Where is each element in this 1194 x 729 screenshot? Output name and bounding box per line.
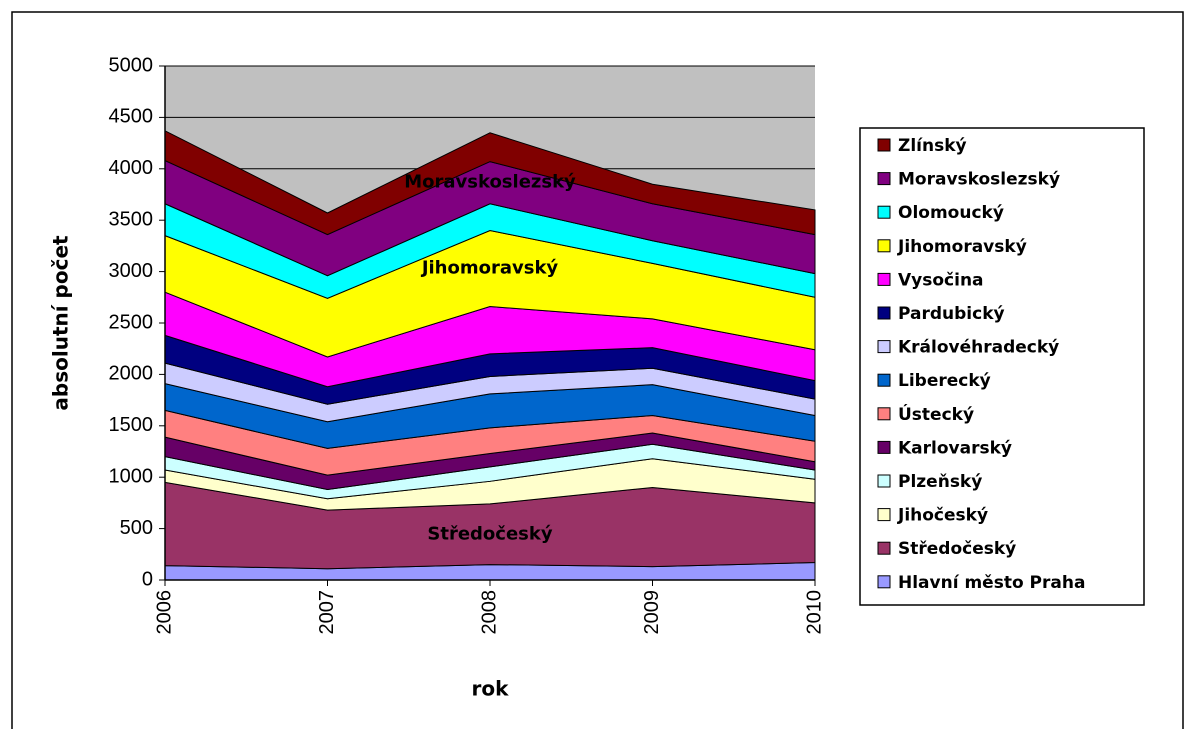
x-tick-label: 2007 [316,590,338,635]
y-tick-label: 500 [120,517,153,539]
legend-label: Královéhradecký [898,338,1059,358]
legend-label: Jihomoravský [897,237,1027,257]
legend-label: Karlovarský [898,438,1012,458]
y-tick-label: 2500 [109,311,154,333]
legend-label: Plzeňský [898,472,982,492]
area [164,129,816,236]
x-tick-label: 2010 [803,590,825,635]
y-tick-label: 2000 [109,363,154,385]
legend-label: Vysočina [898,270,984,290]
x-tick-label: 2008 [478,590,500,635]
legend-label: Olomoucký [898,203,1004,223]
y-tick-label: 0 [142,568,153,590]
legend-swatch [877,508,891,522]
y-tick-label: 5000 [109,54,154,76]
x-tick-label: 2006 [153,590,175,635]
legend-label: Pardubický [898,304,1005,324]
legend-swatch [877,575,891,589]
y-tick-label: 4000 [109,157,154,179]
legend-swatch [877,138,891,152]
legend-swatch [877,440,891,454]
legend-swatch [877,272,891,286]
y-tick-label: 1000 [109,465,154,487]
legend-swatch [877,239,891,253]
annotation: Moravskoslezský [404,172,576,193]
y-tick-label: 3000 [109,260,154,282]
x-tick-label: 2009 [641,590,663,635]
legend-swatch [877,306,891,320]
x-axis-label: rok [472,677,510,701]
y-tick-label: 3500 [109,208,154,230]
legend-swatch [877,340,891,354]
legend-swatch [877,407,891,421]
legend-label: Ústecký [898,403,974,425]
annotation: Jihomoravský [420,258,559,279]
legend-label: Liberecký [898,371,991,391]
legend-swatch [877,205,891,219]
annotation: Středočeský [427,523,552,544]
legend-label: Zlínský [898,136,967,156]
legend-swatch [877,541,891,555]
legend [859,127,1145,606]
y-tick-label: 1500 [109,414,154,436]
legend-label: Hlavní město Praha [898,573,1085,593]
legend-label: Moravskoslezský [898,170,1060,190]
y-tick-label: 4500 [109,106,154,128]
legend-label: Středočeský [898,539,1016,559]
legend-swatch [877,474,891,488]
legend-swatch [877,172,891,186]
y-axis-label: absolutní počet [49,235,73,411]
legend-swatch [877,373,891,387]
frame [11,11,1184,729]
legend-label: Jihočeský [897,506,988,526]
